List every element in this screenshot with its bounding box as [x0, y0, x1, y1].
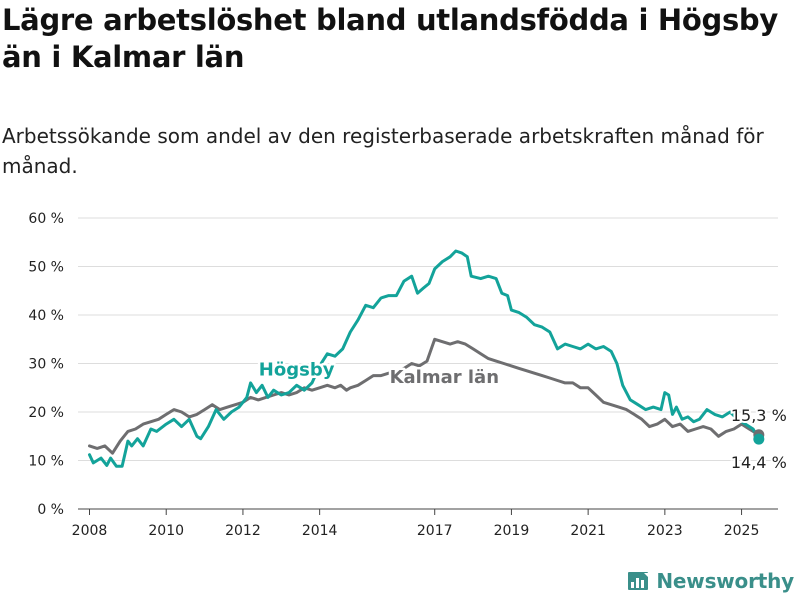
series-line-1 [88, 337, 761, 455]
series-label-0: Högsby [259, 360, 335, 381]
x-tick-label: 2014 [302, 523, 338, 539]
y-tick-label: 50 % [28, 260, 64, 276]
y-tick-label: 60 % [28, 211, 64, 227]
y-tick-label: 10 % [28, 454, 64, 470]
series-label-1: Kalmar län [390, 367, 499, 388]
y-tick-label: 0 % [37, 502, 64, 518]
x-tick-label: 2017 [417, 523, 453, 539]
x-tick-label: 2012 [225, 523, 261, 539]
y-tick-label: 20 % [28, 405, 64, 421]
brand-logo: Newsworthy [626, 569, 794, 593]
x-tick-label: 2019 [494, 523, 530, 539]
x-tick-label: 2008 [72, 523, 108, 539]
x-tick-label: 2025 [724, 523, 760, 539]
brand-name: Newsworthy [656, 569, 794, 593]
chart-subtitle: Arbetssökande som andel av den registerb… [2, 124, 764, 178]
series-line-0 [88, 249, 761, 468]
x-tick-label: 2023 [647, 523, 683, 539]
newsworthy-logo-icon [628, 572, 649, 590]
x-tick-label: 2021 [570, 523, 606, 539]
end-value-label-hogsby: 14,4 % [731, 453, 787, 472]
end-value-label-kalmar: 15,3 % [731, 406, 787, 425]
chart-title: Lägre arbetslöshet bland utlandsfödda i … [2, 3, 778, 74]
series-end-marker-0 [753, 433, 765, 445]
y-tick-label: 30 % [28, 357, 64, 373]
x-tick-label: 2010 [148, 523, 184, 539]
y-tick-label: 40 % [28, 308, 64, 324]
